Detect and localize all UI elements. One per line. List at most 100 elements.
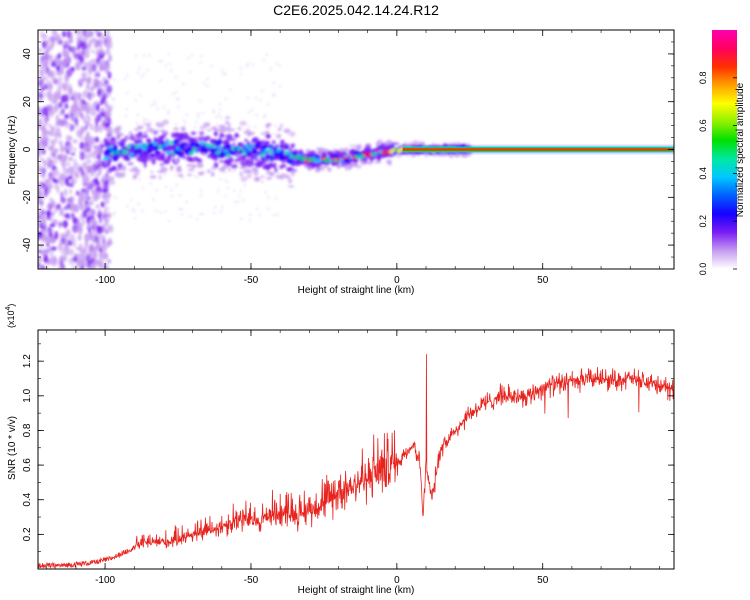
- speckle: [155, 121, 161, 127]
- core-blob: [242, 150, 247, 155]
- speckle: [78, 196, 84, 206]
- core-blob: [291, 151, 297, 156]
- speckle: [42, 159, 47, 167]
- speckle: [62, 49, 67, 58]
- speckle: [226, 165, 229, 169]
- speckle: [40, 33, 47, 40]
- speckle: [73, 97, 78, 106]
- speckle: [316, 150, 323, 155]
- speckle: [51, 106, 57, 115]
- speckle: [172, 149, 175, 152]
- speckle: [39, 68, 45, 77]
- speckle: [78, 108, 82, 115]
- speckle: [38, 249, 43, 254]
- spectrogram-heat-layer: [38, 30, 674, 269]
- speckle: [224, 178, 227, 182]
- speckle: [268, 122, 272, 126]
- speckle: [150, 154, 155, 158]
- speckle: [196, 176, 199, 179]
- speckle: [136, 140, 144, 145]
- speckle: [112, 98, 115, 101]
- figure-title: C2E6.2025.042.14.24.R12: [273, 2, 439, 18]
- speckle: [240, 176, 248, 182]
- speckle: [271, 140, 276, 145]
- speckle: [353, 149, 359, 153]
- speckle: [118, 161, 121, 165]
- speckle: [199, 212, 202, 215]
- speckle: [111, 123, 114, 126]
- speckle: [225, 120, 230, 125]
- speckle: [254, 158, 260, 161]
- speckle: [191, 164, 197, 169]
- speckle: [174, 76, 177, 79]
- speckle: [47, 103, 53, 111]
- speckle: [276, 213, 279, 216]
- speckle: [262, 59, 266, 62]
- speckle: [152, 198, 155, 201]
- speckle: [225, 133, 233, 140]
- speckle: [57, 82, 64, 89]
- speckle: [316, 164, 320, 169]
- core-blob: [221, 151, 226, 156]
- speckle: [38, 243, 44, 248]
- speckle: [141, 137, 144, 140]
- speckle: [81, 188, 86, 194]
- speckle: [69, 124, 74, 132]
- speckle: [178, 207, 181, 211]
- x-tick-label: -100: [95, 575, 115, 586]
- speckle: [54, 231, 59, 240]
- speckle: [98, 160, 105, 168]
- speckle: [165, 138, 170, 144]
- snr-y-label: SNR (10 * v/v): [7, 416, 18, 480]
- snr-frame: [37, 329, 675, 570]
- speckle: [211, 165, 216, 171]
- speckle: [85, 30, 92, 38]
- speckle: [76, 92, 82, 100]
- speckle: [282, 149, 286, 152]
- speckle: [62, 117, 68, 124]
- speckle: [195, 152, 198, 155]
- speckle: [43, 253, 49, 263]
- speckle: [85, 131, 90, 140]
- speckle: [138, 66, 141, 70]
- speckle: [207, 122, 211, 125]
- speckle: [234, 167, 237, 171]
- speckle: [57, 53, 62, 60]
- speckle: [296, 159, 300, 165]
- speckle: [58, 140, 63, 146]
- speckle: [289, 143, 296, 147]
- speckle: [70, 46, 76, 54]
- speckle: [145, 123, 151, 126]
- x-tick-label: 0: [394, 275, 400, 286]
- speckle: [335, 150, 341, 155]
- speckle: [106, 148, 114, 153]
- speckle: [94, 136, 100, 143]
- speckle: [210, 154, 218, 160]
- speckle: [250, 108, 254, 112]
- speckle: [139, 93, 142, 97]
- speckle: [145, 118, 149, 121]
- speckle: [195, 120, 198, 124]
- speckle: [89, 123, 94, 131]
- speckle: [71, 107, 77, 115]
- core-blob: [244, 144, 250, 149]
- speckle: [47, 54, 52, 60]
- core-blob: [200, 141, 205, 146]
- speckle: [53, 179, 59, 184]
- speckle: [255, 141, 261, 145]
- speckle: [94, 73, 101, 78]
- speckle: [43, 83, 48, 90]
- speckle: [239, 67, 242, 70]
- speckle: [224, 116, 231, 119]
- core-blob: [105, 156, 110, 160]
- speckle: [237, 158, 241, 162]
- speckle: [103, 143, 109, 148]
- speckle: [61, 160, 66, 169]
- speckle: [64, 144, 69, 153]
- speckle: [187, 145, 191, 148]
- speckle: [195, 218, 199, 221]
- speckle: [167, 219, 171, 223]
- core-blob: [281, 155, 286, 160]
- speckle: [221, 205, 224, 209]
- speckle: [101, 188, 107, 194]
